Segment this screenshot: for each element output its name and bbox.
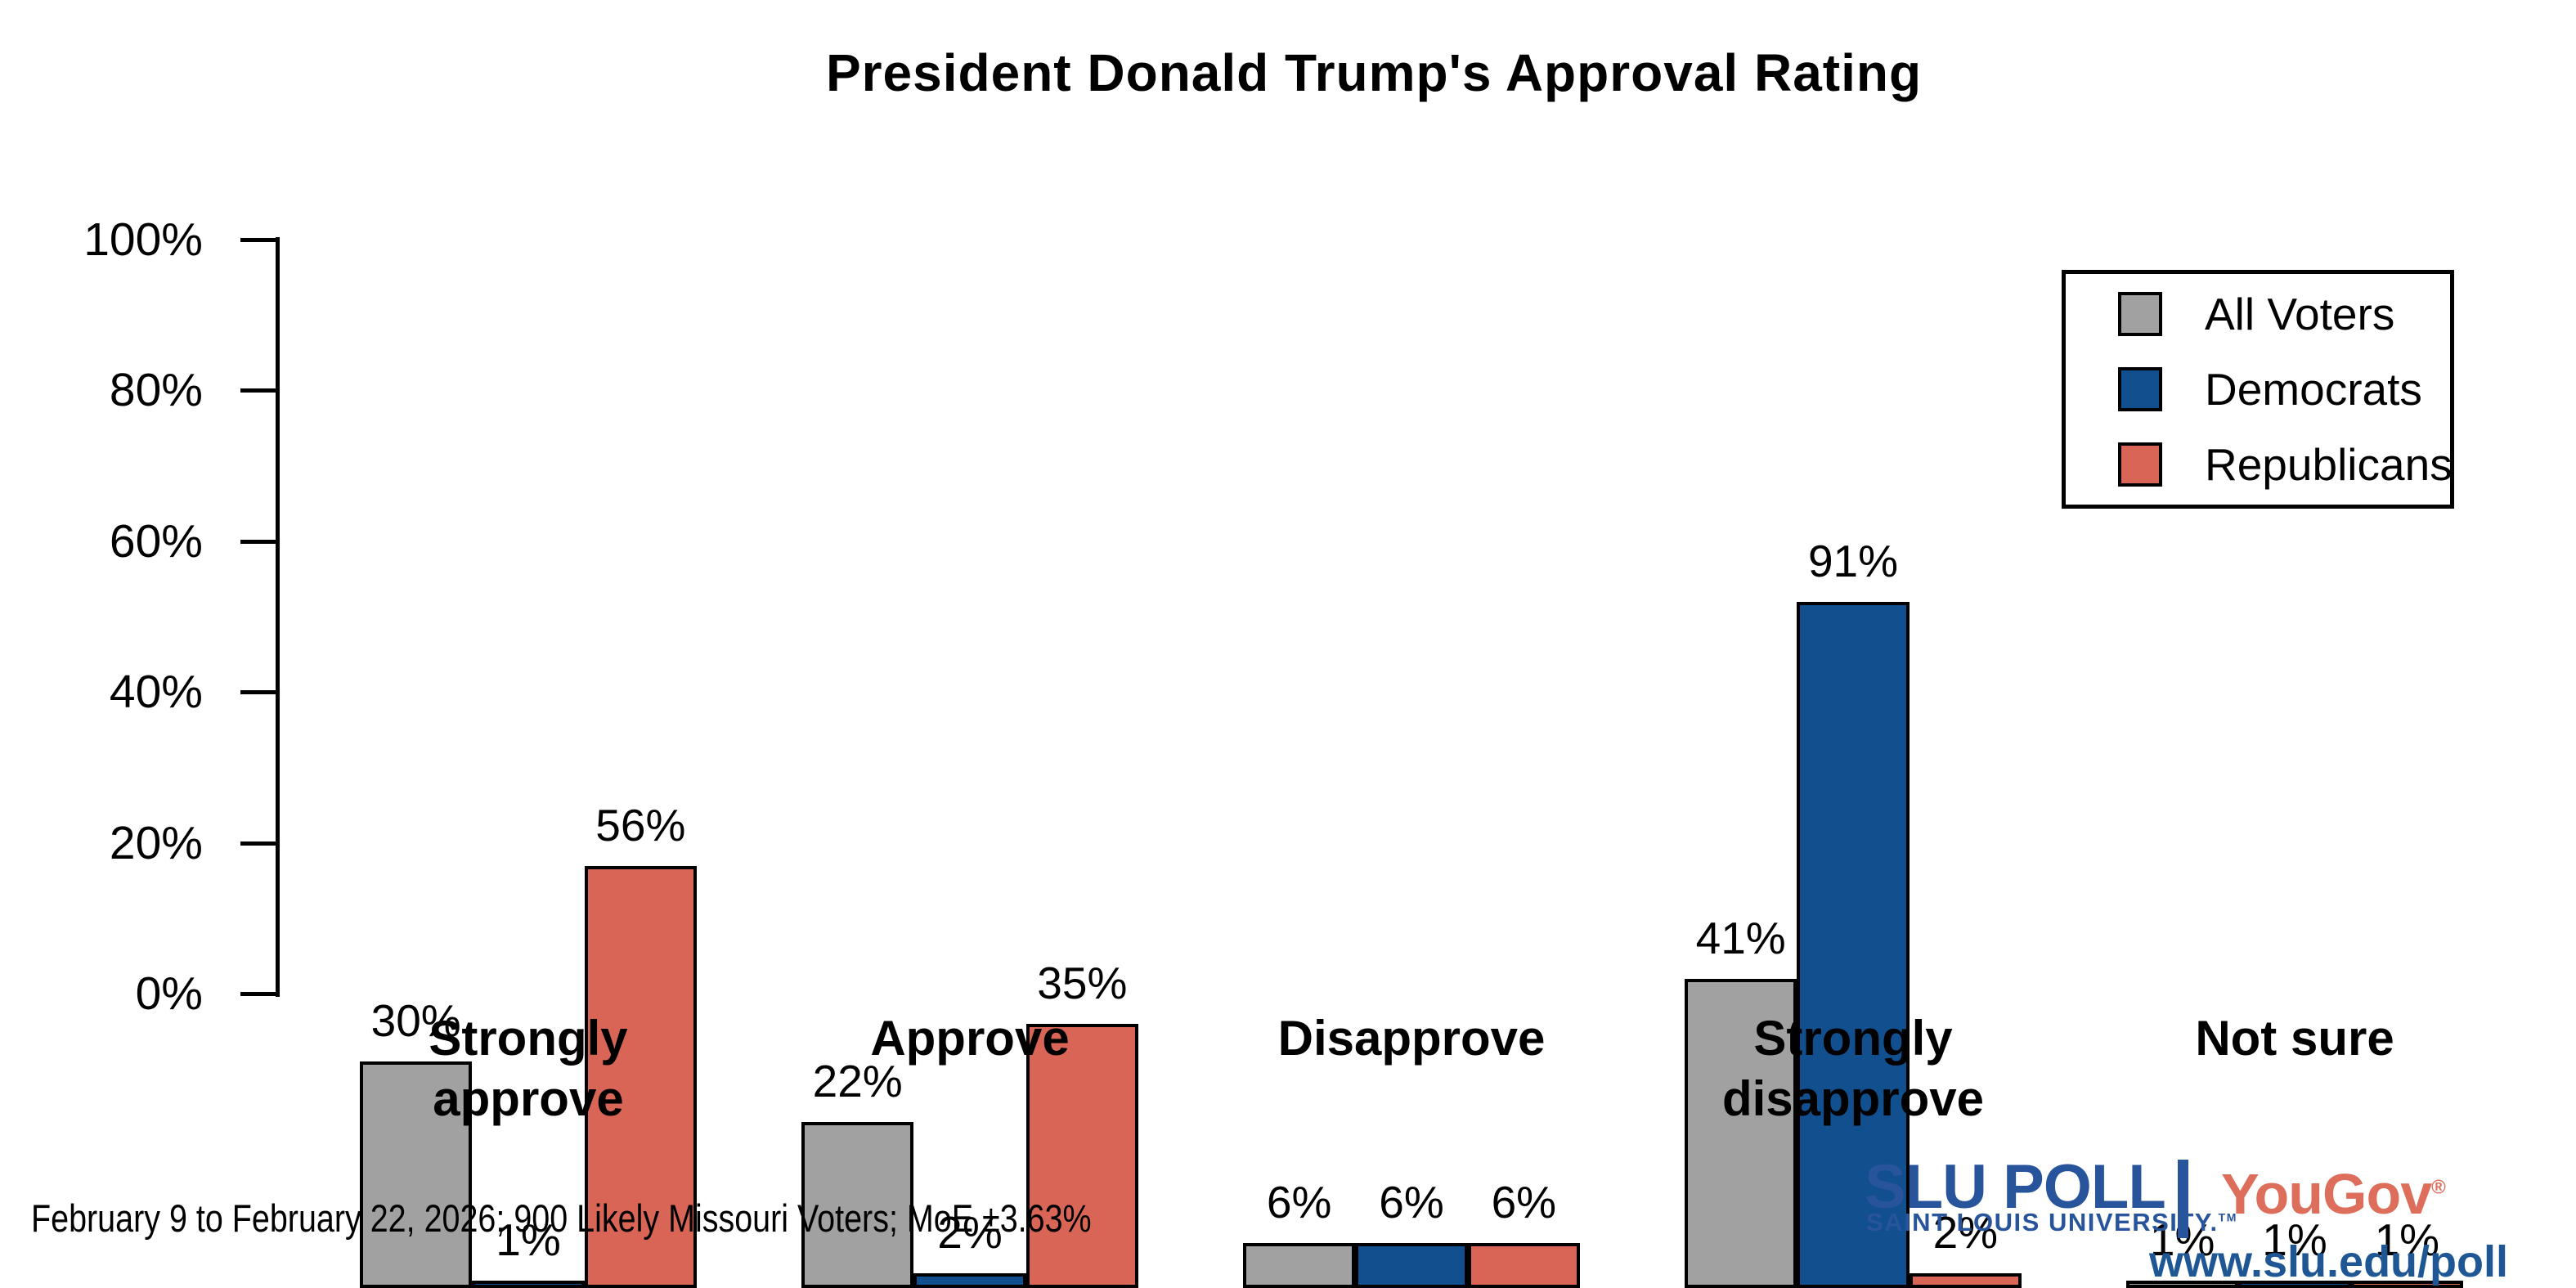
y-tick-label: 100% <box>83 213 203 266</box>
bar-value-label: 30% <box>370 995 461 1047</box>
bar-value-label: 6% <box>1491 1176 1557 1227</box>
bar-all-voters <box>2126 1280 2239 1288</box>
y-tick-mark <box>240 992 276 996</box>
y-axis-line <box>276 237 280 997</box>
bar-all-voters <box>801 1122 914 1288</box>
bar-value-label: 22% <box>812 1056 903 1107</box>
bar-democrats <box>1797 601 1910 1288</box>
bar-republicans <box>1467 1242 1580 1288</box>
y-tick-mark <box>240 388 276 393</box>
bar-slot: 2% <box>1909 0 2022 1288</box>
y-tick-mark <box>240 690 276 695</box>
category-label: Disapprove <box>1277 1011 1546 1066</box>
y-tick-label: 40% <box>109 666 203 719</box>
y-tick-mark <box>240 841 276 846</box>
bar-group: 1% 1% 1% <box>2126 0 2463 1288</box>
legend-label: Democrats <box>2205 364 2422 415</box>
bar-group: 30% 1% 56% <box>360 0 697 1288</box>
bar-democrats <box>913 1272 1026 1288</box>
bar-value-label: 2% <box>1932 1206 1999 1258</box>
y-tick-label: 80% <box>109 364 203 417</box>
bar-value-label: 6% <box>1379 1176 1444 1227</box>
bar-slot: 22% <box>801 0 914 1288</box>
legend-swatch <box>2118 292 2162 336</box>
y-tick-mark <box>240 539 276 544</box>
bar-slot: 1% <box>2238 0 2351 1288</box>
bar-slot: 41% <box>1685 0 1797 1288</box>
bar-value-label: 41% <box>1695 912 1786 963</box>
bar-democrats <box>1355 1242 1468 1288</box>
legend-item-democrats: Democrats <box>2118 363 2450 415</box>
bar-value-label: 1% <box>2374 1214 2440 1265</box>
legend-swatch <box>2118 442 2162 487</box>
bar-republicans <box>1909 1272 2022 1288</box>
bar-slot: 6% <box>1467 0 1580 1288</box>
bar-value-label: 2% <box>937 1206 1003 1258</box>
bar-republicans <box>584 865 697 1288</box>
bar-slot: 1% <box>2126 0 2239 1288</box>
bar-slot: 1% <box>472 0 585 1288</box>
bar-all-voters <box>1685 978 1797 1288</box>
bar-slot: 6% <box>1355 0 1468 1288</box>
bar-group: 41% 91% 2% <box>1685 0 2022 1288</box>
bar-slot: 6% <box>1243 0 1356 1288</box>
bar-group: 6% 6% 6% <box>1243 0 1580 1288</box>
chart-title: President Donald Trump's Approval Rating <box>825 43 1923 102</box>
category-label: Not sure <box>2195 1011 2394 1066</box>
bar-democrats <box>2238 1280 2351 1288</box>
category-label: Strongly approve <box>429 1011 628 1126</box>
legend: All Voters Democrats Republicans <box>2062 270 2454 509</box>
bar-all-voters <box>1243 1242 1356 1288</box>
bar-group: 22% 2% 35% <box>801 0 1138 1288</box>
footnote: February 9 to February 22, 2026; 900 Lik… <box>31 1196 1092 1240</box>
legend-swatch <box>2118 367 2162 411</box>
bar-slot: 56% <box>584 0 697 1288</box>
category-label: Approve <box>870 1011 1070 1066</box>
bar-value-label: 35% <box>1037 958 1128 1009</box>
bar-democrats <box>472 1280 585 1288</box>
bar-slot: 2% <box>913 0 1026 1288</box>
legend-label: All Voters <box>2205 289 2395 339</box>
legend-item-republicans: Republicans <box>2118 438 2453 491</box>
legend-label: Republicans <box>2205 439 2453 490</box>
y-tick-label: 0% <box>135 967 203 1020</box>
bar-slot: 1% <box>2350 0 2463 1288</box>
y-tick-mark <box>240 238 276 242</box>
bar-slot: 30% <box>360 0 473 1288</box>
bar-republicans <box>1025 1024 1138 1288</box>
bar-republicans <box>2350 1280 2463 1288</box>
y-tick-label: 60% <box>109 514 203 568</box>
legend-item-all-voters: All Voters <box>2118 288 2450 340</box>
bar-value-label: 6% <box>1266 1176 1332 1227</box>
category-label: Strongly disapprove <box>1721 1011 1985 1126</box>
bar-value-label: 1% <box>496 1214 561 1265</box>
bar-all-voters <box>360 1061 473 1288</box>
bar-value-label: 56% <box>595 799 686 850</box>
bar-value-label: 1% <box>2262 1214 2327 1265</box>
bar-slot: 35% <box>1025 0 1138 1288</box>
bar-slot: 91% <box>1797 0 1910 1288</box>
bar-value-label: 91% <box>1807 535 1899 586</box>
y-tick-label: 20% <box>109 816 203 869</box>
